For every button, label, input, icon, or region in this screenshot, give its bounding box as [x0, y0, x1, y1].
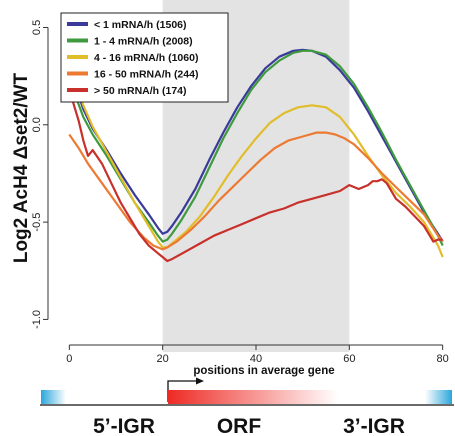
x-tick-label: 20 — [157, 353, 169, 365]
orf-label: ORF — [217, 415, 262, 436]
legend-label-3: 16 - 50 mRNA/h (244) — [94, 69, 198, 81]
legend: < 1 mRNA/h (1506) 1 - 4 mRNA/h (2008) 4 - … — [60, 12, 229, 103]
legend-label-2: 4 - 16 mRNA/h (1060) — [94, 52, 198, 64]
legend-box — [60, 12, 229, 103]
series-lines — [68, 48, 444, 263]
y-ticks: -1.0 -0.5 0.0 0.5 — [31, 20, 48, 329]
legend-label-0: < 1 mRNA/h (1506) — [94, 19, 187, 31]
y-tick-label: -1.0 — [31, 310, 43, 329]
series-line-3 — [68, 131, 444, 251]
legend-label-1: 1 - 4 mRNA/h (2008) — [94, 36, 193, 48]
igr-3-box — [425, 390, 452, 404]
x-ticks: 0 20 40 60 80 — [66, 345, 449, 365]
series-line-0 — [68, 48, 444, 243]
series-line-4 — [68, 89, 443, 263]
x-tick-label: 40 — [250, 353, 262, 365]
x-tick-label: 80 — [437, 353, 449, 365]
orf-box — [168, 390, 338, 404]
y-tick-label: -0.5 — [31, 213, 43, 232]
x-tick-label: 60 — [343, 353, 355, 365]
y-axis-label: Log2 AcH4 Δset2/WT — [11, 72, 32, 263]
igr-3-label: 3’-IGR — [343, 415, 405, 436]
gene-diagram: 5’-IGR ORF 3’-IGR — [40, 377, 454, 436]
x-axis-label: positions in average gene — [193, 365, 334, 377]
x-tick-label: 0 — [66, 353, 72, 365]
legend-label-4: > 50 mRNA/h (174) — [94, 85, 187, 97]
igr-5-label: 5’-IGR — [93, 415, 155, 436]
y-tick-label: 0.0 — [31, 117, 43, 132]
igr-5-box — [41, 390, 66, 404]
tss-arrowhead — [196, 377, 204, 385]
y-tick-label: 0.5 — [31, 20, 43, 35]
